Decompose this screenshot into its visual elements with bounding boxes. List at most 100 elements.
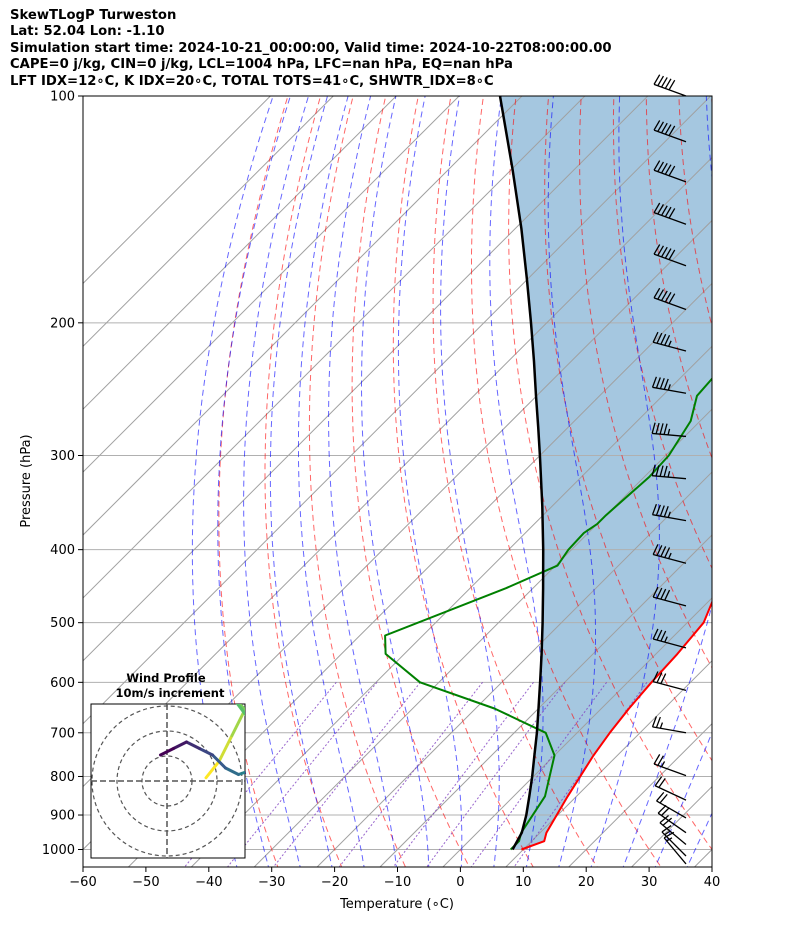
wind-barb-flag	[668, 125, 676, 136]
wind-barb-staff	[663, 837, 687, 865]
dry-adiabat	[264, 96, 343, 867]
moist-adiabat	[361, 96, 430, 867]
wind-barb	[652, 671, 687, 692]
wind-barb-flag	[661, 205, 668, 216]
isotherm-line	[379, 534, 712, 867]
wind-barb-flag	[664, 547, 671, 558]
dry-adiabat	[612, 96, 712, 570]
wind-barbs	[651, 74, 687, 865]
wind-barb-flag	[651, 464, 656, 476]
wind-barb-flag	[660, 807, 670, 816]
moist-adiabat	[440, 96, 500, 867]
wind-barb	[652, 331, 687, 352]
wind-barb-flag	[657, 204, 665, 215]
title-line-location: Lat: 52.04 Lon: -1.10	[10, 24, 165, 40]
wind-barb-flag	[653, 202, 661, 213]
wind-barb-staff	[653, 129, 687, 143]
wind-barb	[653, 754, 687, 777]
wind-barb-flag	[659, 815, 669, 824]
wind-barb-flag	[657, 75, 665, 87]
wind-barb-flag	[656, 545, 663, 556]
wind-barb-flag	[659, 465, 664, 477]
wind-barb-flag	[668, 79, 676, 91]
title-line-times: Simulation start time: 2024-10-21_00:00:…	[10, 40, 612, 56]
x-tick-label: −30	[258, 875, 285, 890]
wind-barb-flag	[657, 161, 665, 172]
moist-adiabat	[489, 96, 544, 867]
wind-barb	[651, 376, 687, 394]
wind-barb-flag	[660, 630, 667, 642]
wind-barb	[663, 831, 687, 865]
x-tick-label: −40	[195, 875, 222, 890]
dry-adiabat	[743, 79, 794, 881]
wind-barb-staff	[652, 638, 687, 649]
wind-barb-half-flag	[659, 722, 664, 729]
title-line-indices: LFT IDX=12∘C, K IDX=20∘C, TOTAL TOTS=41∘…	[10, 73, 494, 89]
wind-barb-half-flag	[667, 511, 671, 518]
wind-barb	[653, 202, 687, 225]
wind-barb-flag	[664, 334, 671, 346]
wind-barb-flag	[656, 791, 665, 802]
wind-barb-flag	[664, 589, 671, 601]
wind-barb-staff	[653, 169, 687, 183]
x-tick-label: 0	[456, 875, 464, 890]
plot-frame: −60 −50 −40 −30 −20 −10 0 10 20 30 40 100 200 300 400 5…	[42, 90, 720, 891]
wind-barb-flag	[651, 716, 658, 728]
wind-barb-flag	[652, 586, 659, 598]
inset-subtitle: 10m/s increment	[116, 686, 225, 700]
x-tick-label: 40	[704, 875, 721, 890]
hodograph-segment	[198, 747, 214, 757]
wind-barb-staff	[652, 386, 687, 394]
wind-barb	[656, 791, 687, 819]
dry-adiabat	[351, 96, 470, 867]
isotherm-line	[83, 96, 712, 725]
wind-barb-flag	[662, 817, 673, 826]
inset-plot	[91, 704, 245, 858]
wind-barb-staff	[652, 680, 687, 692]
wind-barb-half-flag	[666, 837, 673, 842]
moist-adiabat	[217, 96, 291, 867]
dry-adiabat	[432, 96, 598, 867]
wind-barb-flag	[660, 546, 667, 557]
y-tick-label: 800	[50, 770, 75, 785]
wind-barb-flag	[655, 504, 661, 516]
wind-barb-flag	[664, 291, 672, 303]
isotherm-line	[442, 597, 712, 867]
hodograph-segment	[235, 704, 245, 717]
title-line-cape: CAPE=0 j/kg, CIN=0 j/kg, LCL=1004 hPa, L…	[10, 57, 513, 73]
wind-barb	[653, 244, 687, 267]
isotherm-line	[83, 96, 335, 348]
wind-barb-flag	[659, 377, 665, 389]
wind-barb-staff	[659, 822, 687, 846]
wind-barb-flag	[656, 332, 663, 344]
temperature-line	[521, 599, 712, 851]
wind-barb-flag	[661, 77, 668, 88]
wind-barb-flag	[656, 629, 663, 641]
wind-barb-flag	[663, 378, 669, 390]
wind-barb-staff	[653, 83, 687, 97]
wind-barb-flag	[655, 422, 660, 434]
wind-barb	[651, 503, 687, 522]
wind-barb-flag	[668, 165, 676, 177]
hodograph-segment	[230, 708, 245, 737]
wind-barb	[652, 544, 687, 564]
wind-barb-flag	[668, 293, 676, 304]
wind-barb-flag	[659, 505, 665, 517]
wind-barb-half-flag	[664, 830, 671, 836]
hodograph-segment	[237, 770, 245, 776]
wind-barb-half-flag	[667, 428, 671, 436]
x-tick-label: −20	[321, 875, 348, 890]
wind-barb-flag	[661, 122, 668, 134]
wind-barb	[653, 74, 687, 97]
wind-barb	[653, 160, 687, 183]
wind-barb-flag	[655, 377, 661, 389]
wind-barb-flag	[652, 544, 659, 555]
wind-barb-flag	[652, 331, 659, 343]
wind-barb-flag	[661, 825, 672, 833]
hodograph-segment	[172, 740, 188, 750]
wind-barb-staff	[657, 812, 687, 834]
wind-barb-flag	[655, 465, 660, 477]
moist-adiabat	[269, 96, 333, 867]
wind-barb	[657, 804, 687, 834]
dry-adiabat	[711, 96, 712, 110]
